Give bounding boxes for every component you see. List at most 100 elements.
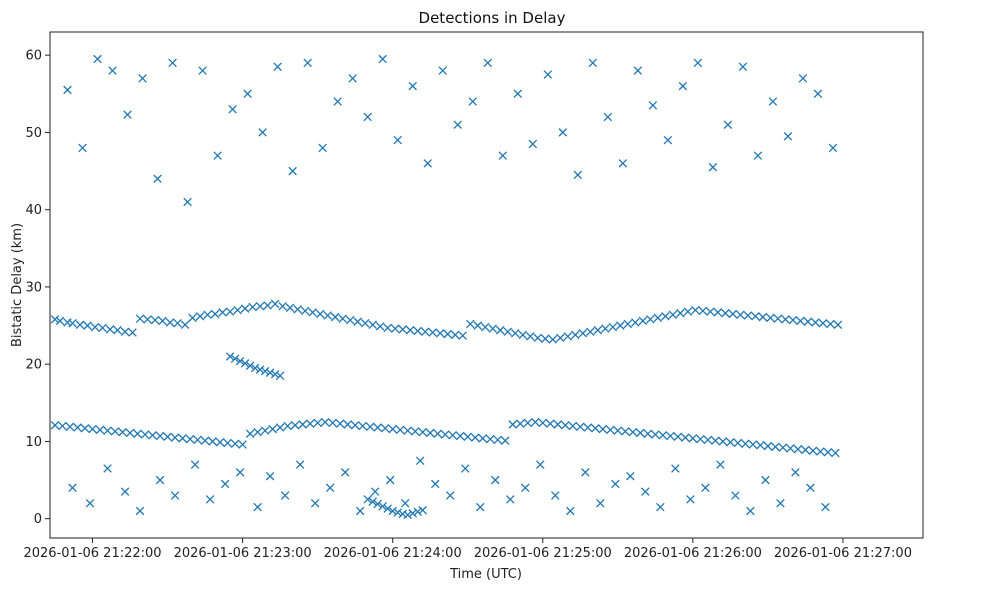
data-point: [453, 120, 462, 129]
data-point: [265, 471, 275, 481]
data-point: [410, 427, 420, 436]
data-point: [83, 321, 92, 330]
data-point: [260, 366, 270, 376]
data-point: [783, 132, 793, 141]
data-point: [488, 324, 498, 333]
data-point: [255, 365, 265, 374]
data-point: [581, 468, 590, 477]
data-point: [425, 428, 435, 438]
data-point: [828, 143, 838, 153]
data-point: [771, 442, 780, 452]
y-tick-label: 60: [25, 49, 42, 64]
data-point: [195, 312, 205, 321]
data-point: [778, 443, 788, 452]
data-point: [193, 435, 202, 445]
data-point: [290, 420, 300, 430]
data-point: [450, 330, 460, 340]
data-point: [203, 310, 212, 320]
data-point: [616, 321, 625, 330]
data-point: [80, 424, 90, 433]
data-point: [443, 329, 452, 339]
data-point: [511, 329, 520, 338]
data-point: [465, 319, 475, 329]
y-axis-label: Bistatic Delay (km): [10, 223, 25, 347]
data-point: [445, 491, 455, 500]
data-point: [368, 320, 377, 330]
data-point: [143, 315, 152, 324]
data-point: [490, 475, 500, 485]
data-point: [746, 506, 755, 516]
data-point: [78, 143, 87, 153]
data-point: [348, 74, 357, 83]
data-point: [273, 62, 282, 72]
data-point: [696, 434, 705, 444]
data-point: [716, 460, 725, 469]
data-point: [223, 438, 232, 448]
data-point: [766, 313, 775, 323]
data-point: [303, 58, 312, 68]
data-point: [818, 318, 828, 328]
data-point: [325, 483, 335, 493]
data-point: [558, 128, 568, 137]
data-point: [648, 101, 658, 110]
data-point: [308, 308, 317, 317]
data-point: [666, 431, 675, 441]
data-point: [405, 325, 415, 335]
data-point: [516, 419, 525, 428]
data-point: [518, 330, 528, 340]
data-point: [420, 327, 430, 336]
data-point: [350, 420, 360, 430]
data-point: [621, 427, 630, 436]
data-point: [728, 309, 738, 319]
data-point: [811, 318, 820, 327]
data-point: [483, 58, 493, 68]
data-point: [225, 307, 235, 316]
data-point: [658, 430, 668, 440]
data-point: [458, 331, 467, 340]
data-point: [235, 356, 245, 366]
data-point: [118, 427, 127, 437]
y-tick-label: 30: [25, 280, 42, 295]
data-point: [253, 502, 262, 512]
data-point: [310, 498, 320, 508]
data-point: [831, 448, 840, 458]
data-point: [263, 301, 272, 310]
data-point: [528, 139, 538, 149]
data-point: [651, 430, 660, 439]
data-point: [368, 497, 377, 506]
data-point: [688, 434, 698, 443]
data-point: [65, 422, 75, 432]
data-point: [793, 444, 803, 454]
data-point: [773, 314, 783, 323]
data-point: [603, 112, 613, 122]
data-point: [428, 328, 437, 337]
data-point: [235, 468, 245, 477]
data-point: [628, 427, 638, 437]
data-point: [816, 447, 825, 456]
y-tick-label: 10: [25, 435, 42, 450]
data-point: [636, 428, 645, 438]
data-point: [768, 97, 778, 106]
data-point: [398, 325, 407, 334]
data-point: [701, 483, 710, 493]
data-point: [320, 417, 330, 427]
data-point: [611, 479, 620, 489]
data-point: [788, 315, 798, 325]
data-point: [653, 313, 663, 323]
data-point: [703, 435, 713, 445]
data-point: [721, 308, 730, 318]
data-point: [220, 479, 230, 489]
data-point: [495, 325, 505, 335]
data-point: [801, 445, 810, 455]
data-point: [383, 504, 392, 513]
y-axis: 0 10 20 30 40 50 60: [25, 49, 50, 527]
data-point: [618, 159, 628, 168]
data-point: [803, 317, 813, 326]
data-point: [378, 54, 387, 64]
data-point: [743, 311, 753, 320]
data-point: [280, 491, 290, 500]
data-point: [586, 327, 595, 336]
y-tick-label: 40: [25, 203, 42, 218]
data-point: [230, 439, 240, 449]
